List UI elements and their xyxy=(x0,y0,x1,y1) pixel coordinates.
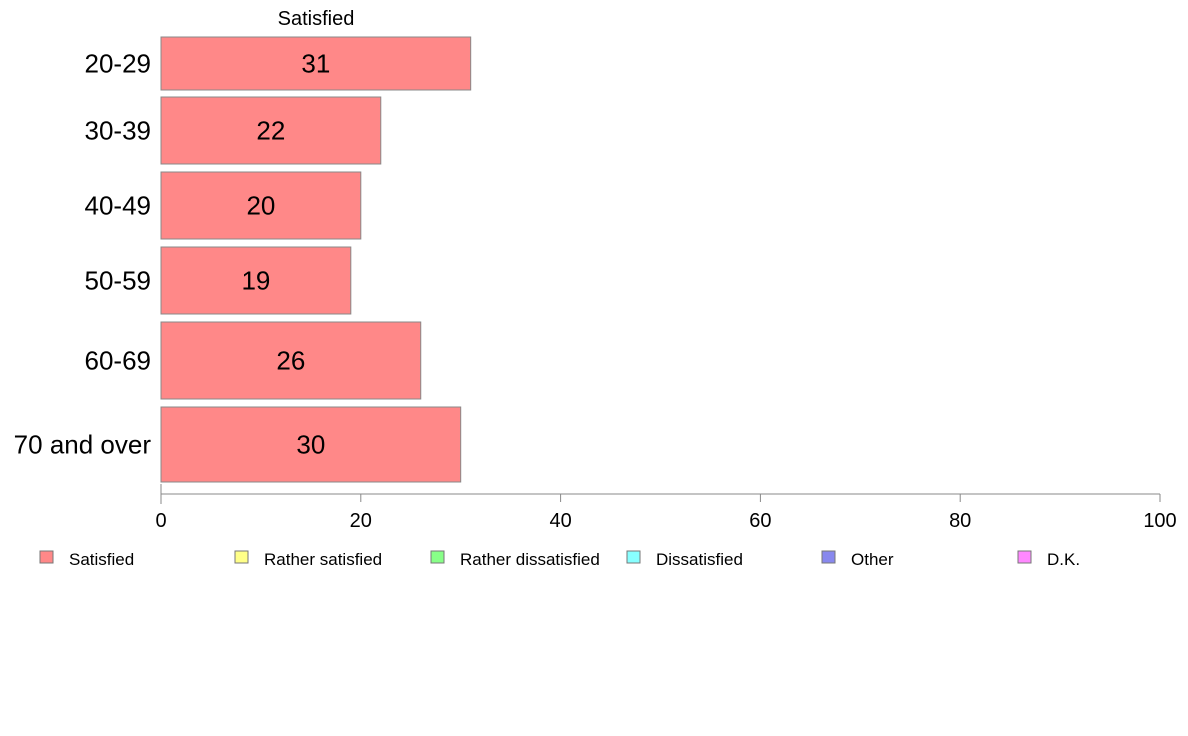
legend-item: Rather satisfied xyxy=(234,550,382,569)
bar-segment xyxy=(160,171,362,240)
series-title: Satisfied xyxy=(278,8,355,30)
category-label: 60-69 xyxy=(85,346,152,376)
legend-label: Dissatisfied xyxy=(656,550,743,569)
bar-segment xyxy=(160,246,352,315)
legend-swatch xyxy=(821,550,836,564)
x-tick-label: 80 xyxy=(949,510,971,532)
bar-segment xyxy=(160,36,472,91)
x-axis: 0 20 40 60 80 100 xyxy=(155,484,1177,532)
bar-value-label: 22 xyxy=(256,116,285,146)
legend-item: Dissatisfied xyxy=(626,550,743,569)
x-tick-label: 100 xyxy=(1143,510,1176,532)
bar-value-label: 26 xyxy=(276,346,305,376)
legend-item: Rather dissatisfied xyxy=(430,550,600,569)
legend-label: Other xyxy=(851,550,894,569)
bar-segment xyxy=(160,96,382,165)
legend-label: D.K. xyxy=(1047,550,1080,569)
legend-label: Satisfied xyxy=(69,550,134,569)
bar-value-label: 31 xyxy=(301,49,330,79)
x-tick-label: 60 xyxy=(749,510,771,532)
x-tick-label: 0 xyxy=(155,510,166,532)
x-tick-label: 40 xyxy=(549,510,571,532)
bar-value-label: 20 xyxy=(246,191,275,221)
legend-swatch xyxy=(39,550,54,564)
legend-swatch xyxy=(430,550,445,564)
legend-swatch xyxy=(626,550,641,564)
category-label: 20-29 xyxy=(85,49,152,79)
category-label: 50-59 xyxy=(85,266,152,296)
category-label: 40-49 xyxy=(85,191,152,221)
bar-value-label: 30 xyxy=(296,430,325,460)
category-labels: 20-29 30-39 40-49 50-59 60-69 70 and over xyxy=(14,49,152,460)
legend: Satisfied Rather satisfied Rather dissatis… xyxy=(39,550,1080,569)
bar-segment xyxy=(160,321,422,400)
x-tick-label: 20 xyxy=(350,510,372,532)
bars-group: 31 22 20 19 26 30 xyxy=(160,36,472,483)
category-label: 30-39 xyxy=(85,116,152,146)
legend-label: Rather dissatisfied xyxy=(460,550,600,569)
bar-segment xyxy=(160,406,462,483)
legend-swatch xyxy=(234,550,249,564)
category-label: 70 and over xyxy=(14,430,152,460)
legend-swatch xyxy=(1017,550,1032,564)
legend-item: D.K. xyxy=(1017,550,1080,569)
legend-item: Satisfied xyxy=(39,550,134,569)
legend-label: Rather satisfied xyxy=(264,550,382,569)
legend-item: Other xyxy=(821,550,894,569)
bar-value-label: 19 xyxy=(241,266,270,296)
